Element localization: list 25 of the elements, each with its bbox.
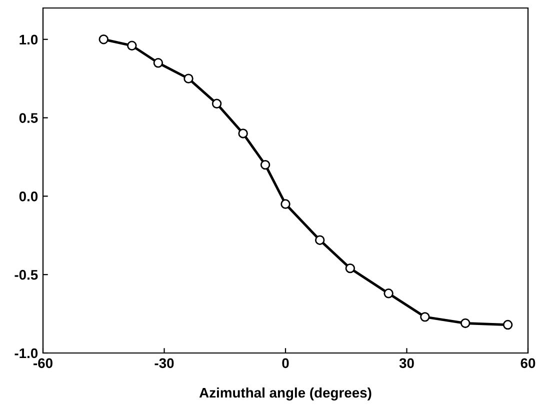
y-tick-label: 1.0 [20,34,38,45]
point [153,58,164,68]
x-axis-title: Azimuthal angle (degrees) [199,387,372,400]
point [238,128,248,138]
point [184,74,194,84]
x-tick-label: 30 [399,358,414,368]
point [502,320,513,330]
y-tick-label: -1.0 [14,348,38,358]
point [127,40,137,50]
x-tick-label: 60 [520,358,536,368]
point [280,199,290,209]
x-tick-label: 0 [282,358,289,368]
point [212,98,222,109]
x-tick-label: -30 [154,358,174,368]
y-tick-label: 0.5 [19,113,38,123]
point [314,235,325,245]
point [384,288,394,298]
x-tick-label: -60 [34,358,52,368]
y-tick-label: 0.0 [19,192,38,202]
point [260,160,270,170]
point [98,34,108,44]
point [345,263,356,274]
y-tick-label: -0.5 [14,270,38,280]
point [460,318,470,328]
point [420,312,430,322]
